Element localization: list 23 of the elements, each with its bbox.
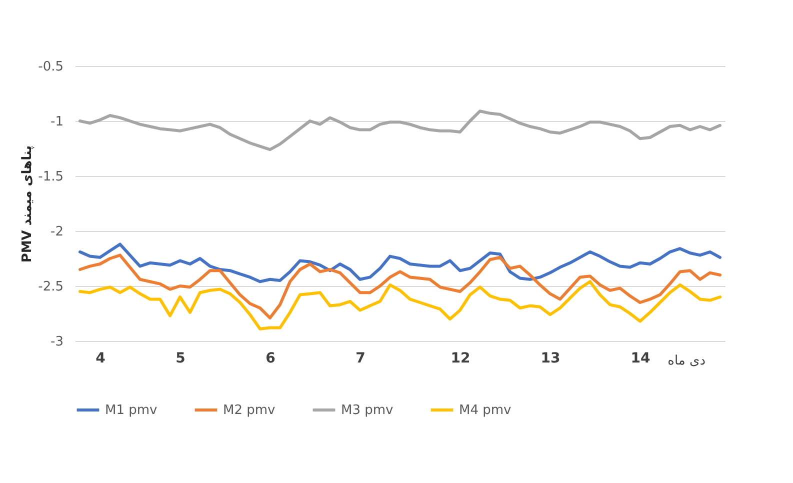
x-tick-label: 7	[356, 350, 366, 366]
x-tick-label: 6	[266, 350, 276, 366]
y-tick-label: -2.5	[38, 280, 64, 294]
x-tick-label: 4	[96, 350, 106, 366]
line-series	[78, 280, 722, 330]
legend-label: M1 pmv	[105, 403, 158, 418]
y-tick-label: -3	[50, 334, 64, 350]
x-tick-label: 14	[630, 350, 650, 366]
legend-label: M2 pmv	[223, 403, 276, 418]
legend-label: M4 pmv	[459, 403, 512, 418]
x-tick-label: 5	[176, 350, 186, 366]
x-tick-label: 12	[450, 350, 470, 366]
line-series	[78, 242, 722, 284]
y-tick-label: -1	[50, 114, 64, 130]
legend-label: M3 pmv	[341, 403, 394, 418]
y-tick-label: -0.5	[38, 60, 64, 74]
line-series	[78, 110, 722, 152]
line-series	[78, 254, 722, 320]
y-tick-label: -2	[50, 224, 64, 240]
y-axis-title: PMV پناهای میمند	[20, 145, 36, 263]
x-axis-title: دی ماه	[668, 354, 706, 368]
x-tick-label: 13	[540, 350, 560, 366]
y-tick-label: -1.5	[38, 170, 64, 184]
